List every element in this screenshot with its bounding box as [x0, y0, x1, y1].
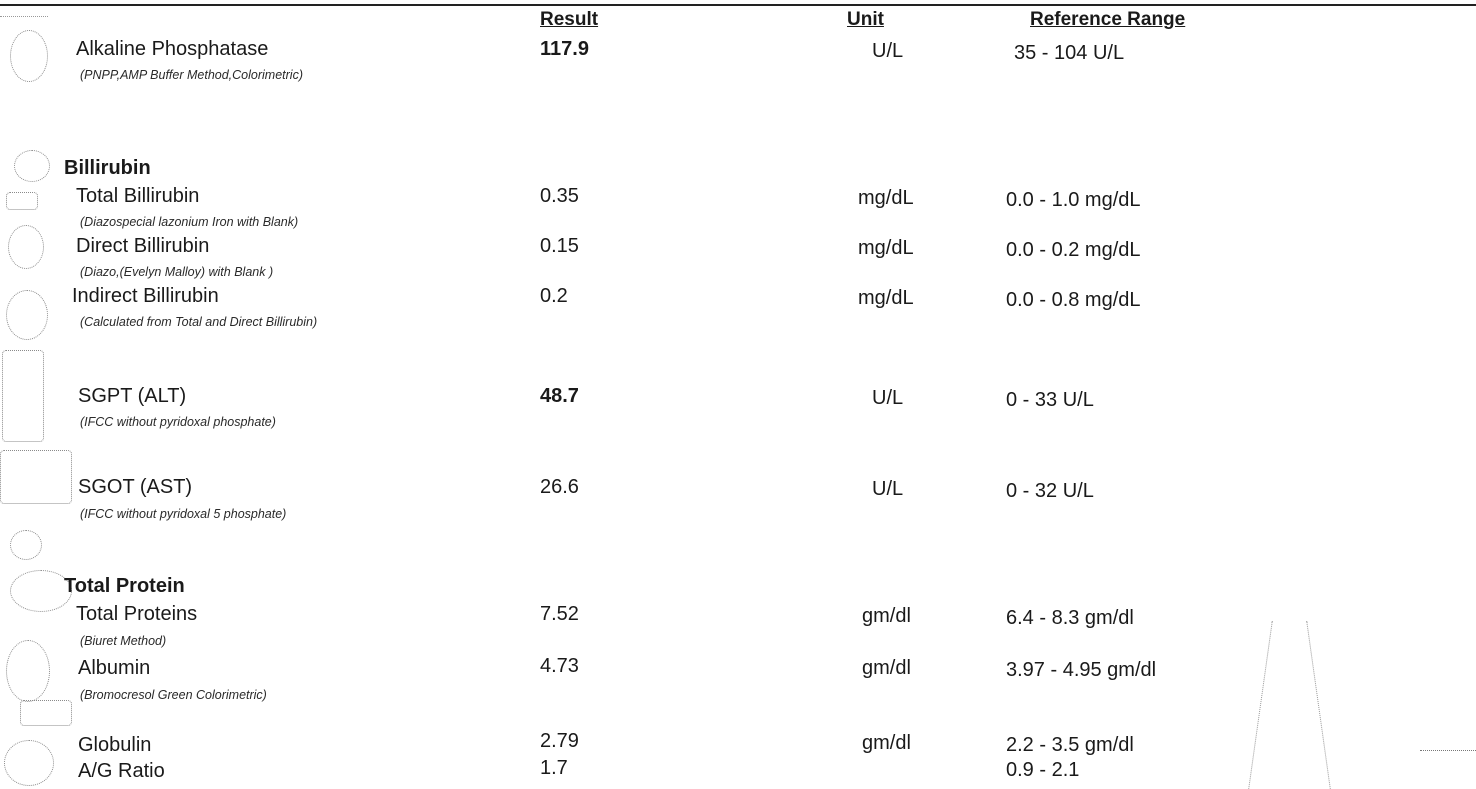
test-result: 26.6 — [540, 476, 579, 498]
margin-scribble-icon — [10, 530, 42, 560]
test-method: (Diazospecial lazonium Iron with Blank) — [80, 215, 299, 229]
test-result: 7.52 — [540, 603, 579, 625]
test-reference-range: 0.0 - 1.0 mg/dL — [1006, 189, 1141, 211]
top-rule — [0, 4, 1476, 6]
test-name: Direct Billirubin — [76, 235, 210, 257]
page-corner-mark — [0, 0, 48, 17]
margin-scribble-icon — [4, 740, 54, 786]
test-method: (IFCC without pyridoxal phosphate) — [80, 415, 276, 429]
test-result: 4.73 — [540, 655, 579, 677]
test-method: (Biuret Method) — [80, 634, 167, 648]
margin-scribble-icon — [14, 150, 50, 182]
margin-scribble-icon — [10, 570, 72, 612]
test-name: Indirect Billirubin — [72, 285, 219, 307]
test-reference-range: 35 - 104 U/L — [1014, 42, 1125, 64]
margin-scribble-icon — [8, 225, 44, 269]
test-reference-range: 0 - 32 U/L — [1006, 480, 1094, 502]
margin-scribble-icon — [0, 450, 72, 504]
test-name: Albumin — [78, 657, 151, 679]
test-method: (Calculated from Total and Direct Billir… — [80, 315, 318, 329]
test-reference-range: 0.0 - 0.2 mg/dL — [1006, 239, 1141, 261]
margin-scribble-icon — [2, 350, 44, 442]
test-unit: gm/dl — [862, 732, 911, 754]
test-name: Alkaline Phosphatase — [76, 38, 269, 60]
test-result: 0.35 — [540, 185, 579, 207]
unit-column-header: Unit — [847, 9, 884, 30]
test-unit: U/L — [872, 478, 904, 500]
reference-range-column-header: Reference Range — [1030, 9, 1186, 30]
test-method: (IFCC without pyridoxal 5 phosphate) — [80, 507, 287, 521]
test-reference-range: 2.2 - 3.5 gm/dl — [1006, 734, 1134, 756]
test-name: Globulin — [78, 734, 152, 756]
test-reference-range: 0 - 33 U/L — [1006, 389, 1094, 411]
section-heading-bilirubin: Billirubin — [64, 157, 151, 179]
margin-scribble-icon — [10, 30, 48, 82]
test-unit: mg/dL — [858, 187, 914, 209]
margin-scribble-icon — [6, 290, 48, 340]
test-reference-range: 0.9 - 2.1 — [1006, 759, 1080, 781]
test-method: (Diazo,(Evelyn Malloy) with Blank ) — [80, 265, 274, 279]
right-margin-mark-icon — [1306, 620, 1331, 789]
test-reference-range: 0.0 - 0.8 mg/dL — [1006, 289, 1141, 311]
test-result: 0.15 — [540, 235, 579, 257]
result-column-header: Result — [540, 9, 599, 30]
margin-scribble-icon — [6, 640, 50, 702]
test-unit: gm/dl — [862, 657, 911, 679]
test-name: Total Billirubin — [76, 185, 200, 207]
section-heading-total-protein: Total Protein — [64, 575, 185, 597]
right-margin-mark-icon — [1420, 750, 1476, 781]
margin-scribble-icon — [6, 192, 38, 210]
test-unit: U/L — [872, 387, 904, 409]
test-result: 2.79 — [540, 730, 579, 752]
margin-scribble-icon — [20, 700, 72, 726]
test-result: 0.2 — [540, 285, 568, 307]
test-reference-range: 3.97 - 4.95 gm/dl — [1006, 659, 1157, 681]
test-result: 1.7 — [540, 757, 568, 779]
test-unit: mg/dL — [858, 237, 914, 259]
test-name: SGOT (AST) — [78, 476, 193, 498]
test-result: 48.7 — [540, 385, 579, 407]
test-unit: gm/dl — [862, 605, 911, 627]
test-result: 117.9 — [540, 38, 589, 60]
test-unit: U/L — [872, 40, 904, 62]
test-method: (Bromocresol Green Colorimetric) — [80, 688, 267, 702]
test-reference-range: 6.4 - 8.3 gm/dl — [1006, 607, 1134, 629]
test-name: SGPT (ALT) — [78, 385, 187, 407]
right-margin-mark-icon — [1248, 620, 1273, 789]
test-unit: mg/dL — [858, 287, 914, 309]
test-name: Total Proteins — [76, 603, 198, 625]
test-name: A/G Ratio — [78, 760, 165, 782]
test-method: (PNPP,AMP Buffer Method,Colorimetric) — [80, 68, 303, 82]
